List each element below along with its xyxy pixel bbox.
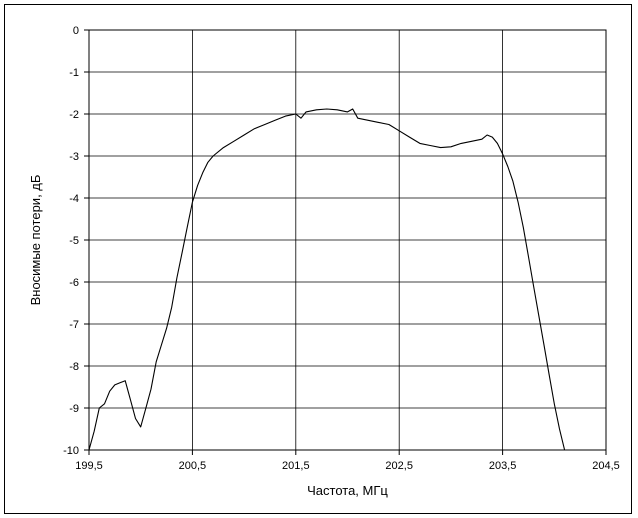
y-axis-title: Вносимые потери, дБ [28,175,43,306]
y-tick-label: -10 [63,445,79,457]
line-chart: 0 -1 -2 -3 -4 -5 -6 -7 -8 -9 -10 199,5 200,5 201,5 202… [28,25,620,498]
y-tick-label: -2 [69,109,79,121]
x-tick-label: 199,5 [75,460,103,472]
x-tick-label: 204,5 [592,460,620,472]
y-tick-label: -1 [69,67,79,79]
tick-layer: 0 -1 -2 -3 -4 -5 -6 -7 -8 -9 -10 199,5 200,5 201,5 202… [63,25,620,472]
y-tick-label: -9 [69,403,79,415]
x-tick-label: 202,5 [385,460,413,472]
y-tick-label: -8 [69,361,79,373]
grid-layer [88,29,607,451]
y-tick-label: -5 [69,235,79,247]
y-tick-label: 0 [73,25,79,37]
y-tick-label: -3 [69,151,79,163]
x-tick-label: 201,5 [282,460,310,472]
x-axis-title: Частота, МГц [307,483,388,498]
chart-frame: 0 -1 -2 -3 -4 -5 -6 -7 -8 -9 -10 199,5 200,5 201,5 202… [4,4,632,514]
y-tick-label: -7 [69,319,79,331]
series-line [88,108,575,451]
series-layer [88,108,575,451]
y-tick-label: -6 [69,277,79,289]
x-tick-label: 200,5 [179,460,207,472]
x-tick-label: 203,5 [489,460,517,472]
y-tick-label: -4 [69,193,79,205]
